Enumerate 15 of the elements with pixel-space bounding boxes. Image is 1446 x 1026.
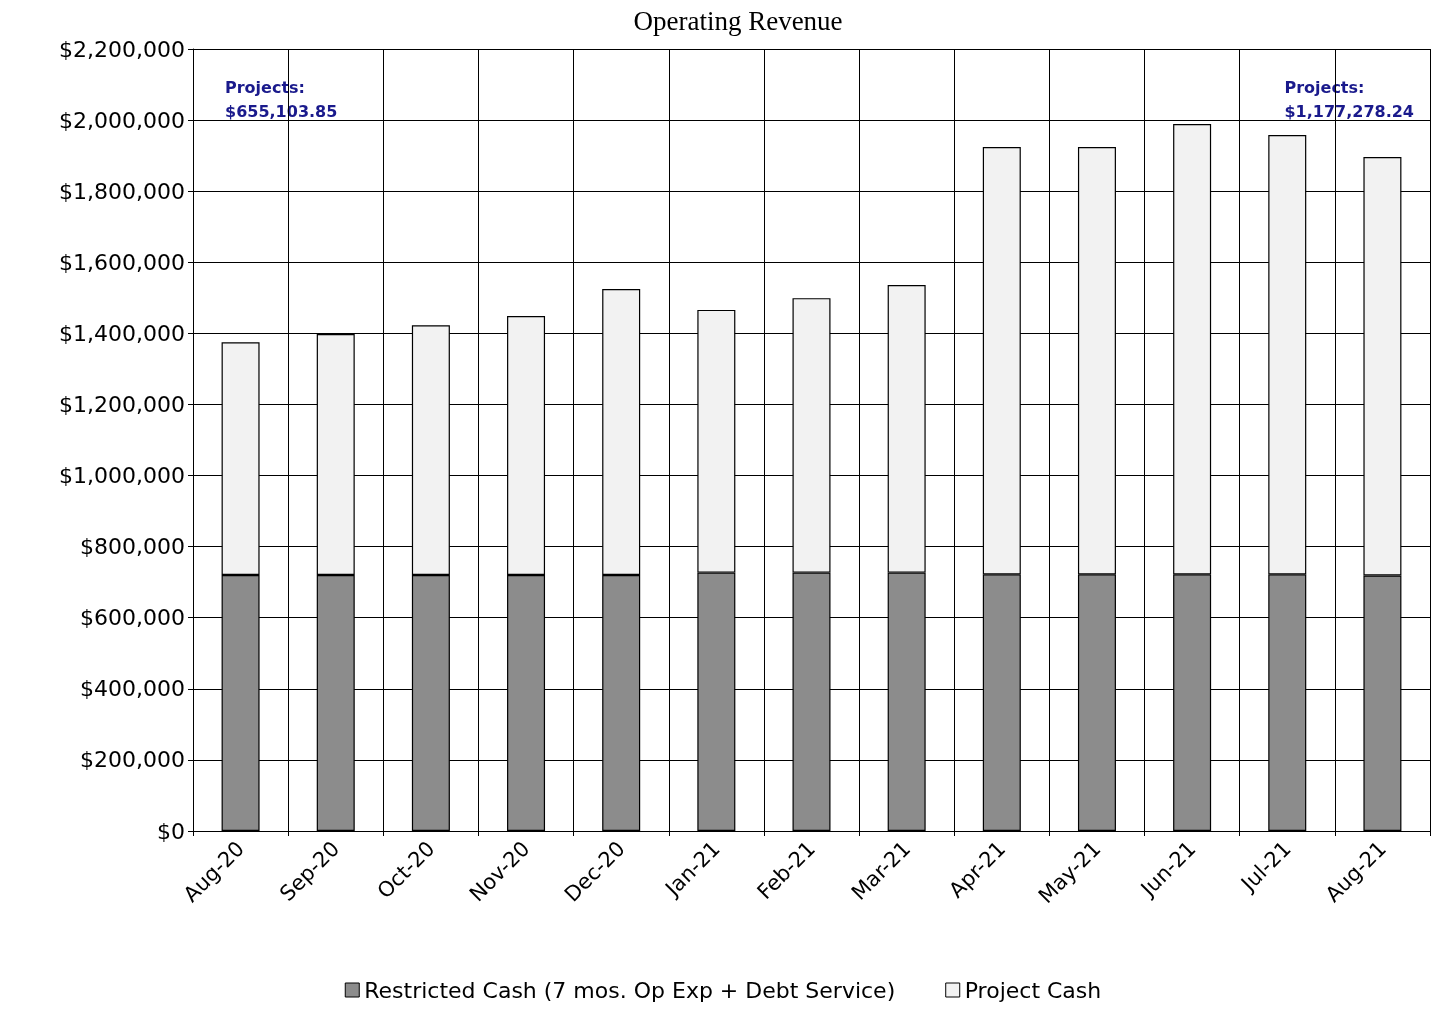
legend-label: Project Cash bbox=[964, 977, 1102, 1003]
chart-title: Operating Revenue bbox=[633, 5, 843, 36]
y-tick-label: $1,200,000 bbox=[59, 391, 185, 417]
y-tick-label: $0 bbox=[157, 818, 185, 844]
y-tick-label: $400,000 bbox=[80, 676, 185, 702]
y-tick-label: $1,600,000 bbox=[59, 249, 185, 275]
legend-label: Restricted Cash (7 mos. Op Exp + Debt Service) bbox=[364, 977, 896, 1003]
y-tick-label: $1,000,000 bbox=[59, 463, 185, 489]
y-tick-label: $2,200,000 bbox=[59, 36, 185, 62]
y-tick-label: $1,400,000 bbox=[59, 320, 185, 346]
y-tick-label: $600,000 bbox=[80, 605, 185, 631]
y-tick-label: $800,000 bbox=[80, 534, 185, 560]
y-tick-label: $200,000 bbox=[80, 747, 185, 773]
y-tick-label: $2,000,000 bbox=[59, 107, 185, 133]
y-tick-label: $1,800,000 bbox=[59, 178, 185, 204]
